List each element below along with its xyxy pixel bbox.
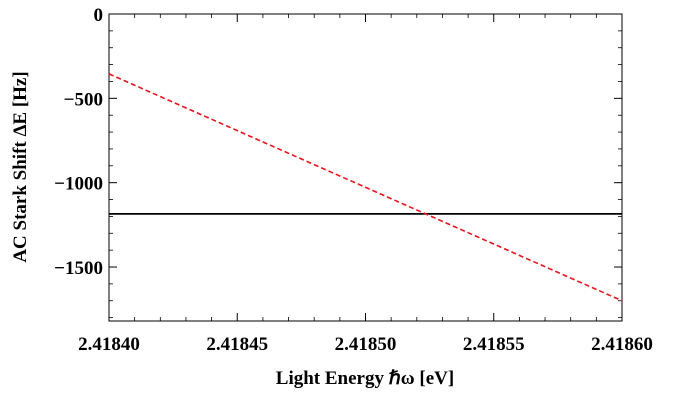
y-tick-label: −1000: [54, 174, 103, 195]
y-tick-label: −500: [64, 89, 103, 110]
x-axis-label: Light Energy ℏω [eV]: [276, 368, 454, 389]
x-tick-label: 2.41850: [335, 334, 397, 355]
x-tick-label: 2.41860: [591, 334, 653, 355]
y-tick-label: −1500: [54, 258, 103, 279]
plot-frame: [108, 13, 623, 322]
major-ticks: [108, 13, 623, 321]
x-tick-label: 2.41845: [206, 334, 268, 355]
x-tick-label: 2.41855: [463, 334, 525, 355]
y-tick-label: 0: [94, 5, 104, 26]
tick-labels: 2.41840 2.41845 2.41850 2.41855 2.41860 0 −500…: [54, 5, 653, 355]
dashed-red-series-line: [108, 73, 623, 302]
series-layer: [108, 73, 623, 302]
y-axis-label: AC Stark Shift ΔE [Hz]: [10, 71, 31, 262]
minor-ticks: [109, 14, 622, 321]
x-tick-label: 2.41840: [78, 334, 140, 355]
